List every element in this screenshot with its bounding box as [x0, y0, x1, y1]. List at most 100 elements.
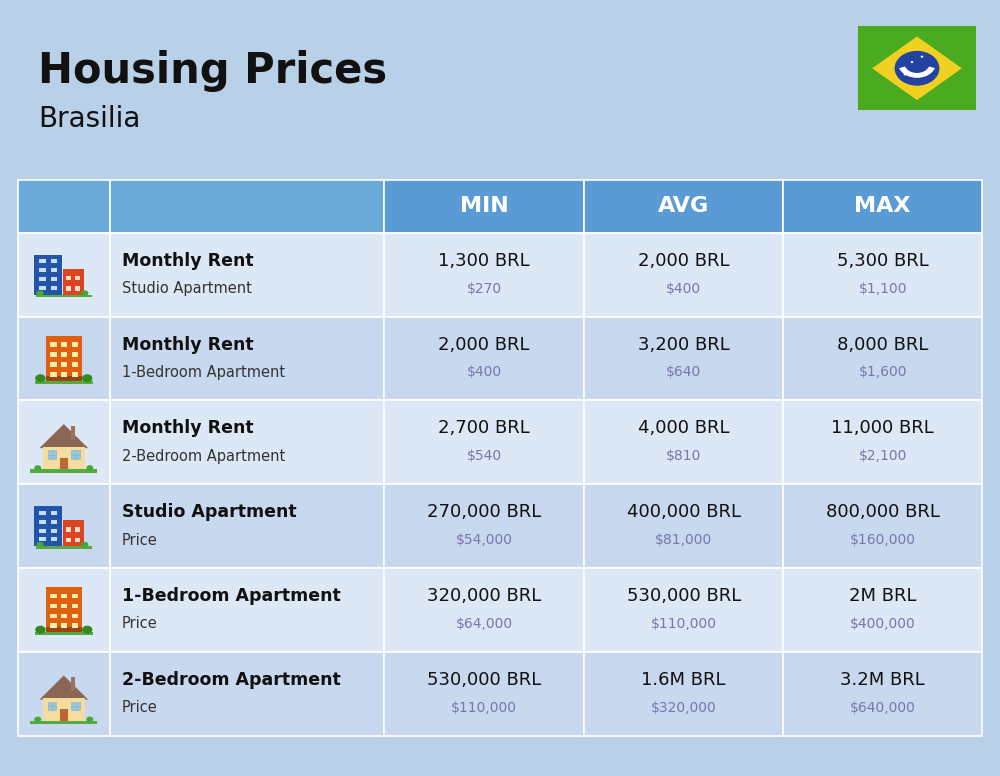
Circle shape — [921, 56, 923, 57]
Text: Price: Price — [122, 532, 157, 548]
Bar — [66, 527, 71, 532]
Bar — [61, 604, 67, 608]
Bar — [84, 545, 86, 547]
Bar — [72, 614, 78, 618]
Text: $400: $400 — [666, 282, 701, 296]
Bar — [110, 317, 384, 400]
Bar — [36, 295, 92, 297]
Bar — [18, 484, 110, 568]
Bar — [34, 255, 62, 295]
Text: 2-Bedroom Apartment: 2-Bedroom Apartment — [122, 670, 340, 689]
Bar — [783, 484, 982, 568]
Bar — [50, 372, 57, 376]
Text: $540: $540 — [467, 449, 502, 463]
Bar — [584, 233, 783, 317]
Bar — [384, 652, 584, 736]
Circle shape — [895, 51, 939, 85]
Bar — [35, 632, 93, 635]
Bar — [51, 259, 57, 263]
Text: 2,700 BRL: 2,700 BRL — [438, 419, 530, 438]
Bar — [43, 698, 85, 721]
Circle shape — [911, 61, 913, 63]
Bar — [110, 568, 384, 652]
Bar — [50, 604, 57, 608]
Bar — [86, 630, 88, 633]
Bar — [51, 277, 57, 281]
Text: Monthly Rent: Monthly Rent — [122, 251, 253, 270]
Bar — [43, 447, 85, 469]
Bar — [72, 623, 78, 628]
Text: $81,000: $81,000 — [655, 533, 712, 547]
Bar — [66, 275, 71, 280]
Bar — [72, 594, 78, 598]
Bar — [86, 379, 88, 382]
Bar — [584, 317, 783, 400]
Text: 3,200 BRL: 3,200 BRL — [638, 335, 730, 354]
Text: $640: $640 — [666, 365, 701, 379]
Wedge shape — [899, 67, 935, 78]
Bar — [584, 180, 783, 233]
Bar — [71, 702, 80, 711]
Bar — [66, 286, 71, 291]
Circle shape — [81, 290, 88, 296]
Bar — [39, 379, 41, 382]
Bar — [71, 677, 75, 691]
Bar — [39, 630, 41, 633]
Bar — [50, 594, 57, 598]
Text: $810: $810 — [666, 449, 701, 463]
Bar — [783, 400, 982, 484]
Text: $270: $270 — [467, 282, 502, 296]
Bar — [584, 484, 783, 568]
Text: $64,000: $64,000 — [456, 617, 513, 631]
Bar — [63, 520, 84, 546]
Text: Monthly Rent: Monthly Rent — [122, 419, 253, 438]
Circle shape — [34, 466, 41, 470]
Bar — [39, 538, 46, 542]
Bar — [46, 336, 82, 381]
Bar — [39, 520, 46, 524]
Text: Studio Apartment: Studio Apartment — [122, 281, 251, 296]
Bar — [858, 26, 976, 110]
Bar — [60, 709, 68, 721]
Bar — [39, 277, 46, 281]
Bar — [384, 180, 584, 233]
Bar — [39, 286, 46, 290]
Bar — [34, 506, 62, 546]
Text: 1-Bedroom Apartment: 1-Bedroom Apartment — [122, 365, 285, 380]
Text: Price: Price — [122, 700, 157, 715]
Bar — [50, 352, 57, 357]
Text: 800,000 BRL: 800,000 BRL — [826, 503, 940, 521]
Bar — [384, 484, 584, 568]
Bar — [783, 652, 982, 736]
Bar — [50, 614, 57, 618]
Text: $640,000: $640,000 — [850, 701, 916, 715]
Bar — [61, 342, 67, 347]
Text: Studio Apartment: Studio Apartment — [122, 503, 296, 521]
Bar — [584, 652, 783, 736]
Bar — [35, 381, 93, 383]
Bar — [72, 342, 78, 347]
Text: 530,000 BRL: 530,000 BRL — [427, 670, 541, 689]
Circle shape — [86, 466, 93, 470]
Bar — [50, 362, 57, 366]
Bar — [71, 426, 75, 439]
Text: 270,000 BRL: 270,000 BRL — [427, 503, 541, 521]
Text: $110,000: $110,000 — [451, 701, 517, 715]
Text: 2M BRL: 2M BRL — [849, 587, 916, 605]
Bar — [584, 400, 783, 484]
Text: 4,000 BRL: 4,000 BRL — [638, 419, 729, 438]
Circle shape — [35, 374, 46, 383]
Bar — [61, 614, 67, 618]
Bar — [39, 259, 46, 263]
Text: Housing Prices: Housing Prices — [38, 50, 387, 92]
Text: 11,000 BRL: 11,000 BRL — [831, 419, 934, 438]
Text: $160,000: $160,000 — [850, 533, 916, 547]
Bar — [783, 317, 982, 400]
Text: $400,000: $400,000 — [850, 617, 916, 631]
Bar — [61, 594, 67, 598]
Text: Price: Price — [122, 616, 157, 632]
Bar — [783, 233, 982, 317]
Text: $110,000: $110,000 — [651, 617, 717, 631]
Bar — [110, 652, 384, 736]
Bar — [72, 372, 78, 376]
